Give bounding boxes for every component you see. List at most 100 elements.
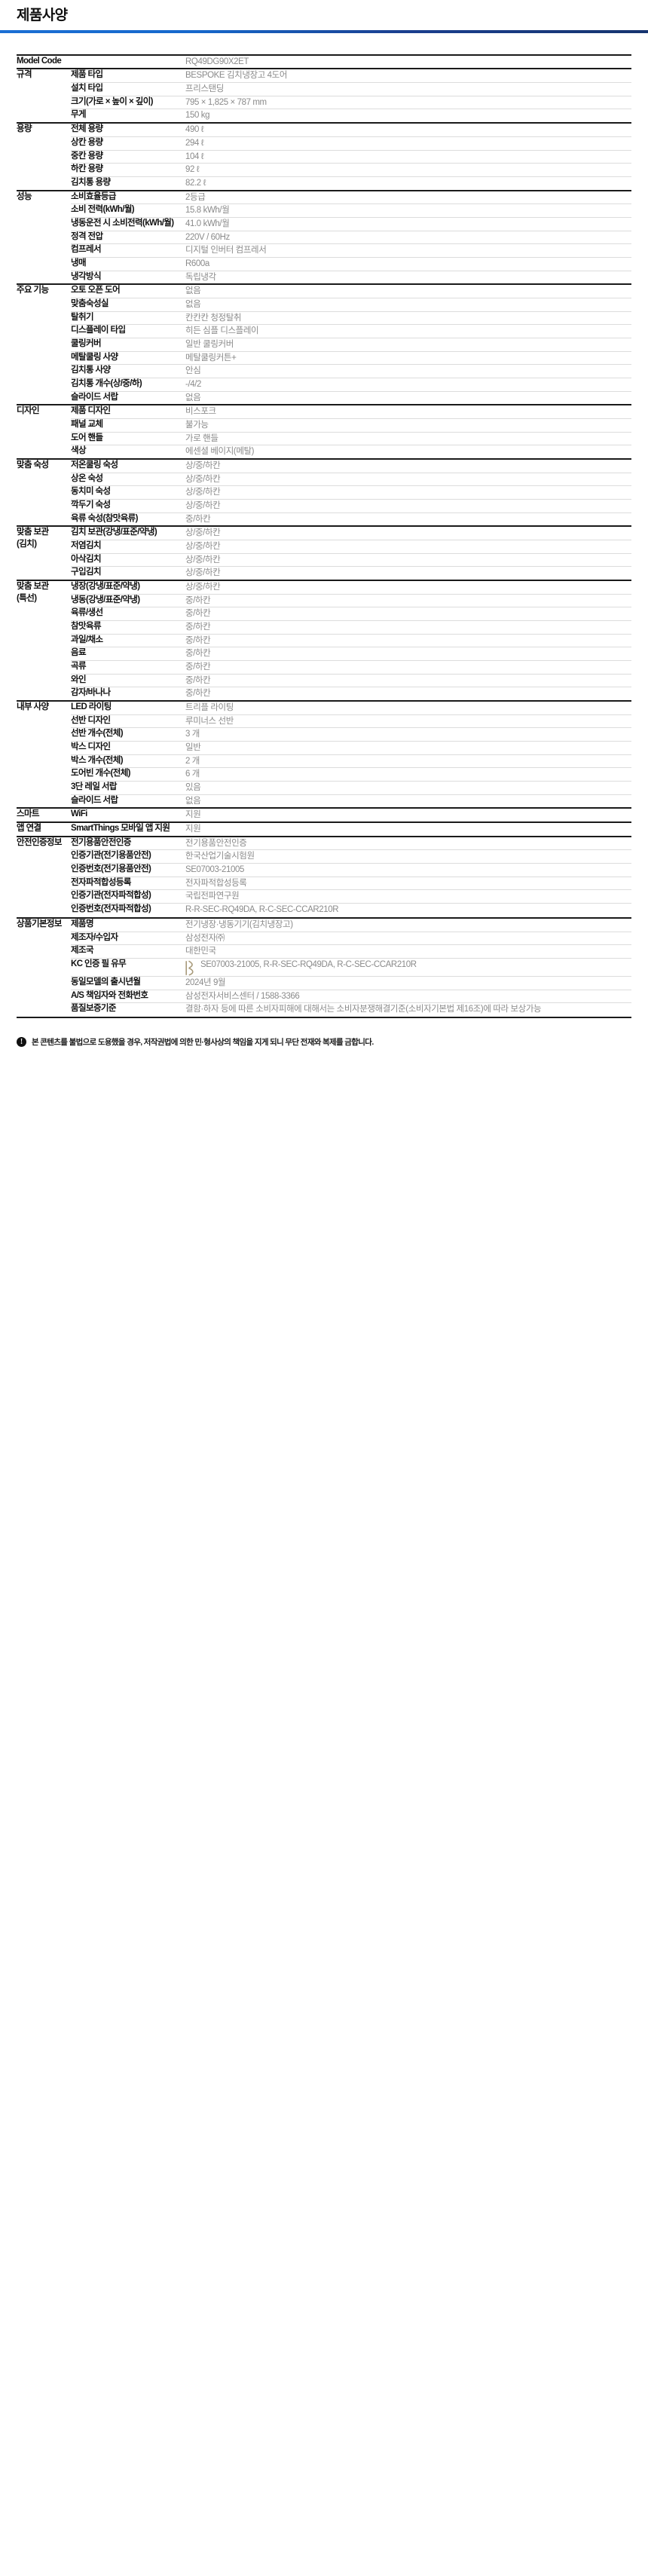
table-row: 패널 교체 불가능: [17, 418, 632, 433]
table-row: 제조자/수입자 삼성전자㈜: [17, 931, 632, 945]
spec-row-label: 동치미 숙성: [71, 485, 186, 500]
table-row: 김치통 사양 안심: [17, 364, 632, 378]
table-row: 컴프레서 디지털 인버터 컴프레서: [17, 243, 632, 258]
spec-row-label: 제조자/수입자: [71, 931, 186, 945]
spec-row-value: 국립전파연구원: [185, 889, 632, 904]
spec-row-label: 와인: [71, 673, 186, 687]
table-row: 안전인증정보 전기용품안전인증 전기용품안전인증: [17, 835, 632, 918]
spec-group-label: 맞춤 숙성: [17, 457, 71, 527]
spec-row-value: 에센셜 베이지(메탈): [185, 445, 632, 459]
copyright-notice: ! 본 콘텐츠를 불법으로 도용했을 경우, 저작권법에 의한 민·형사상의 책…: [0, 1018, 648, 1060]
spec-row-label: 정격 전압: [71, 230, 186, 244]
spec-row-value: 없음: [185, 390, 632, 405]
spec-row-value: 220V / 60Hz: [185, 230, 632, 244]
table-row: 동일모델의 출시년월 2024년 9월: [17, 975, 632, 990]
spec-row-value: 2 개: [185, 754, 632, 768]
spec-row-value: 삼성전자서비스센터 / 1588-3366: [185, 989, 632, 1003]
spec-row-label: 박스 개수(전체): [71, 754, 186, 768]
spec-row-value: -/4/2: [185, 377, 632, 392]
spec-row-value: 불가능: [185, 418, 632, 433]
model-code-label: Model Code: [17, 54, 186, 69]
table-row: 냉동운전 시 소비전력(kWh/월) 41.0 kWh/월: [17, 216, 632, 231]
spec-row-label: 중칸 용량: [71, 149, 186, 164]
table-row: 냉매 R600a: [17, 256, 632, 271]
table-row: 김치통 용량 82.2 ℓ: [17, 176, 632, 191]
table-row: 상칸 용량 294 ℓ: [17, 136, 632, 150]
exclamation-icon: !: [17, 1037, 26, 1048]
spec-row-label: 과일/채소: [71, 633, 186, 647]
spec-row-label: 상칸 용량: [71, 136, 186, 150]
spec-row-value: 대한민국: [185, 944, 632, 959]
table-row: 상품기본정보 제품명 전기냉장·냉동기기(김치냉장고): [17, 916, 632, 1018]
table-row: A/S 책임자와 전화번호 삼성전자서비스센터 / 1588-3366: [17, 989, 632, 1003]
spec-group-label: 규격: [17, 68, 71, 124]
spec-row-label: 인증기관(전기용품안전): [71, 849, 186, 864]
spec-row-label: 전기용품안전인증: [71, 835, 186, 850]
spec-group-label: 안전인증정보: [17, 835, 71, 918]
spec-row-value: 전자파적합성등록: [185, 876, 632, 890]
spec-row-label: 소비효율등급: [71, 189, 186, 204]
table-row: 박스 개수(전체) 2 개: [17, 754, 632, 768]
spec-row-label: 디스플레이 타입: [71, 324, 186, 338]
spec-row-label: A/S 책임자와 전화번호: [71, 989, 186, 1003]
spec-row-value: 독립냉각: [185, 270, 632, 285]
spec-row-label: 컴프레서: [71, 243, 186, 258]
spec-row-label: 음료: [71, 647, 186, 661]
spec-row-value: 프리스탠딩: [185, 82, 632, 96]
table-row: 상온 숙성 상/중/하칸: [17, 472, 632, 486]
table-row: 디스플레이 타입 히든 심플 디스플레이: [17, 324, 632, 338]
spec-row-value: 중/하칸: [185, 593, 632, 607]
spec-row-value: 2등급: [185, 189, 632, 204]
spec-table-container: Model Code RQ49DG90X2ET 규격 제품 타입 BESPOKE 김치냉…: [0, 33, 648, 1020]
table-row: 인증기관(전자파적합성) 국립전파연구원: [17, 889, 632, 904]
spec-row-label: 선반 개수(전체): [71, 727, 186, 742]
table-row: 앱 연결 SmartThings 모바일 앱 지원 지원: [17, 821, 632, 837]
spec-row-label: 전자파적합성등록: [71, 876, 186, 890]
spec-row-value: 상/중/하칸: [185, 539, 632, 554]
table-row: 맞춤 숙성 저온쿨링 숙성 상/중/하칸: [17, 457, 632, 527]
table-row: 구입김치 상/중/하칸: [17, 566, 632, 580]
spec-group-label: 앱 연결: [17, 821, 71, 837]
spec-row-label: 슬라이드 서랍: [71, 794, 186, 809]
spec-row-label: 제품 타입: [71, 68, 186, 83]
spec-row-label: 참맛육류: [71, 620, 186, 635]
spec-row-value: 디지털 인버터 컴프레서: [185, 243, 632, 258]
spec-row-label: 제조국: [71, 944, 186, 959]
table-row: 슬라이드 서랍 없음: [17, 794, 632, 809]
spec-row-value: 있음: [185, 781, 632, 795]
table-row: 냉각방식 독립냉각: [17, 270, 632, 285]
table-row: 음료 중/하칸: [17, 647, 632, 661]
spec-row-value: 104 ℓ: [185, 149, 632, 164]
table-row: 곡류 중/하칸: [17, 660, 632, 675]
table-row: 아삭김치 상/중/하칸: [17, 552, 632, 567]
spec-row-label: 하칸 용량: [71, 163, 186, 177]
table-row: 무게 150 kg: [17, 109, 632, 124]
table-row: 제조국 대한민국: [17, 944, 632, 959]
table-row: 용량 전체 용량 490 ℓ: [17, 122, 632, 191]
spec-row-value: 상/중/하칸: [185, 552, 632, 567]
spec-group-label: 스마트: [17, 807, 71, 823]
spec-row-label: 오토 오픈 도어: [71, 283, 186, 298]
spec-row-value: 메탈쿨링커튼+: [185, 350, 632, 365]
table-row: Model Code RQ49DG90X2ET: [17, 54, 632, 69]
model-code-value: RQ49DG90X2ET: [185, 54, 632, 69]
spec-group-label: 주요 기능: [17, 283, 71, 405]
spec-group-label: 용량: [17, 122, 71, 191]
spec-row-value: 일반: [185, 741, 632, 755]
spec-row-value: 가로 핸들: [185, 431, 632, 445]
spec-row-label: 상온 숙성: [71, 472, 186, 486]
spec-row-label: 제품명: [71, 916, 186, 932]
spec-row-value: 795 × 1,825 × 787 mm: [185, 95, 632, 109]
table-row: 도어빈 개수(전체) 6 개: [17, 767, 632, 782]
table-row: 품질보증기준 결함·하자 등에 따른 소비자피해에 대해서는 소비자분쟁해결기준(…: [17, 1002, 632, 1018]
spec-row-value: 상/중/하칸: [185, 457, 632, 473]
table-row: 맞춤숙성실 없음: [17, 297, 632, 312]
spec-row-label: 동일모델의 출시년월: [71, 975, 186, 990]
spec-row-label: 메탈쿨링 사양: [71, 350, 186, 365]
copyright-notice-text: 본 콘텐츠를 불법으로 도용했을 경우, 저작권법에 의한 민·형사상의 책임을…: [32, 1038, 374, 1048]
spec-row-value: 15.8 kWh/월: [185, 203, 632, 218]
table-row: 소비 전력(kWh/월) 15.8 kWh/월: [17, 203, 632, 218]
kc-value-wrapper: SE07003-21005, R-R-SEC-RQ49DA, R-C-SEC-C…: [185, 959, 631, 976]
spec-row-value: 전기용품안전인증: [185, 835, 632, 850]
spec-row-label: SmartThings 모바일 앱 지원: [71, 821, 186, 837]
